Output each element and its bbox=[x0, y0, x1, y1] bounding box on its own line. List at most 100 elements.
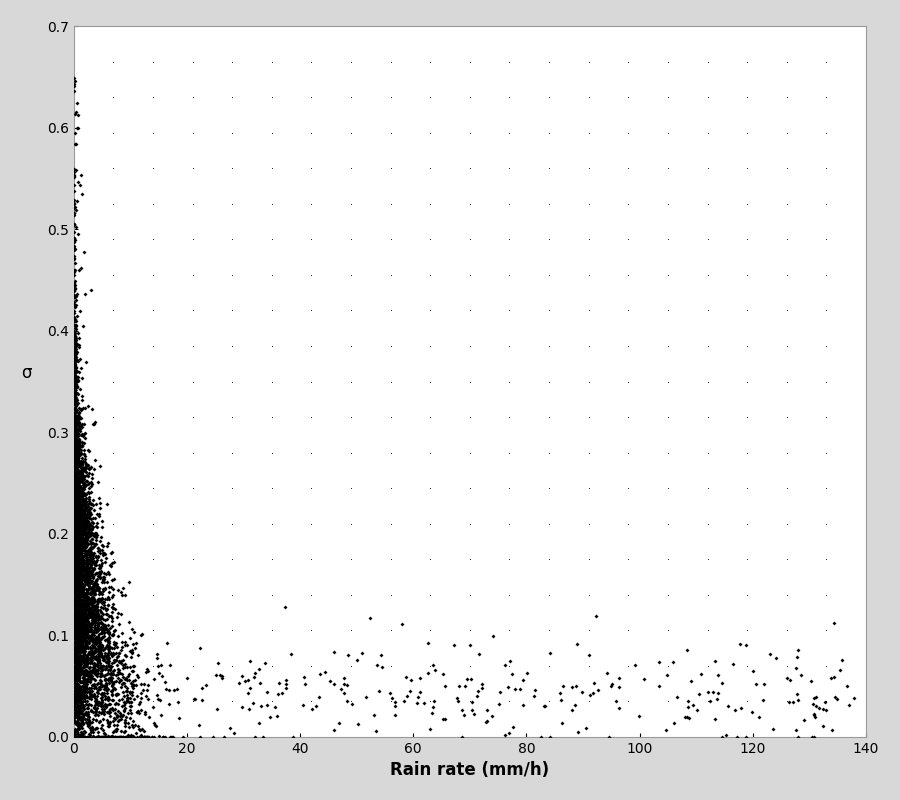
Point bbox=[91, 620, 105, 633]
Point bbox=[76, 604, 90, 617]
Point bbox=[78, 488, 93, 501]
Point bbox=[72, 574, 86, 586]
Point bbox=[76, 498, 90, 510]
Point bbox=[68, 615, 82, 628]
Point bbox=[70, 630, 85, 642]
Point bbox=[68, 450, 82, 462]
Point bbox=[69, 424, 84, 437]
Point bbox=[71, 594, 86, 606]
Point bbox=[76, 702, 91, 715]
Point bbox=[98, 681, 112, 694]
Point bbox=[72, 597, 86, 610]
Point bbox=[72, 630, 86, 642]
Point bbox=[68, 282, 82, 294]
Point bbox=[73, 540, 87, 553]
Point bbox=[68, 611, 83, 624]
Point bbox=[76, 634, 91, 646]
Point bbox=[70, 636, 85, 649]
Point bbox=[69, 520, 84, 533]
Point bbox=[68, 530, 83, 542]
Point bbox=[68, 611, 83, 624]
Point bbox=[94, 610, 108, 622]
Point bbox=[76, 557, 91, 570]
Point bbox=[68, 730, 82, 742]
Point bbox=[94, 675, 108, 688]
Point bbox=[77, 730, 92, 743]
Point bbox=[116, 670, 130, 683]
Point bbox=[94, 601, 108, 614]
Point bbox=[75, 594, 89, 606]
Point bbox=[71, 544, 86, 557]
Point bbox=[72, 533, 86, 546]
Point bbox=[77, 463, 92, 476]
Point bbox=[68, 412, 83, 425]
Point bbox=[708, 654, 723, 667]
Point bbox=[75, 640, 89, 653]
Point bbox=[73, 540, 87, 553]
Point bbox=[70, 654, 85, 666]
Point bbox=[70, 638, 85, 651]
Point bbox=[500, 680, 515, 693]
Point bbox=[100, 575, 114, 588]
Point bbox=[75, 515, 89, 528]
Point bbox=[138, 730, 152, 743]
Point bbox=[77, 499, 92, 512]
Point bbox=[86, 578, 100, 590]
Point bbox=[69, 513, 84, 526]
Point bbox=[118, 717, 132, 730]
Point bbox=[67, 562, 81, 575]
Point bbox=[70, 501, 85, 514]
Point bbox=[86, 666, 101, 678]
Point bbox=[75, 616, 89, 629]
Point bbox=[70, 447, 85, 460]
Point bbox=[71, 556, 86, 569]
Point bbox=[82, 607, 96, 620]
Point bbox=[74, 730, 88, 743]
Point bbox=[73, 482, 87, 494]
Point bbox=[84, 486, 98, 498]
Point bbox=[92, 582, 106, 595]
Point bbox=[104, 680, 119, 693]
Point bbox=[67, 478, 81, 490]
Point bbox=[69, 482, 84, 494]
Point bbox=[76, 562, 90, 574]
Point bbox=[94, 520, 109, 533]
Point bbox=[68, 499, 82, 512]
Point bbox=[103, 730, 117, 743]
Point bbox=[83, 571, 97, 584]
Point bbox=[99, 730, 113, 743]
Point bbox=[68, 522, 82, 535]
Point bbox=[70, 515, 85, 528]
Point bbox=[69, 454, 84, 467]
Point bbox=[102, 568, 116, 581]
Point bbox=[68, 614, 83, 626]
Point bbox=[70, 730, 85, 743]
Point bbox=[73, 607, 87, 620]
Point bbox=[67, 79, 81, 92]
Point bbox=[68, 572, 83, 585]
Point bbox=[68, 276, 82, 289]
Point bbox=[67, 702, 81, 715]
Point bbox=[67, 423, 81, 436]
Point bbox=[87, 640, 102, 653]
Point bbox=[76, 477, 90, 490]
Point bbox=[73, 630, 87, 642]
Point bbox=[77, 660, 92, 673]
Point bbox=[73, 556, 87, 569]
Point bbox=[68, 566, 83, 579]
Point bbox=[68, 454, 83, 467]
Point bbox=[67, 518, 81, 530]
Point bbox=[71, 612, 86, 625]
Point bbox=[68, 647, 83, 660]
Point bbox=[590, 683, 605, 696]
Point bbox=[582, 689, 597, 702]
Point bbox=[100, 692, 114, 705]
Point bbox=[74, 599, 88, 612]
Point bbox=[89, 634, 104, 646]
Point bbox=[76, 570, 90, 583]
Point bbox=[76, 730, 91, 743]
Point bbox=[72, 432, 86, 445]
Point bbox=[73, 612, 87, 625]
Point bbox=[107, 654, 122, 666]
Point bbox=[93, 674, 107, 686]
